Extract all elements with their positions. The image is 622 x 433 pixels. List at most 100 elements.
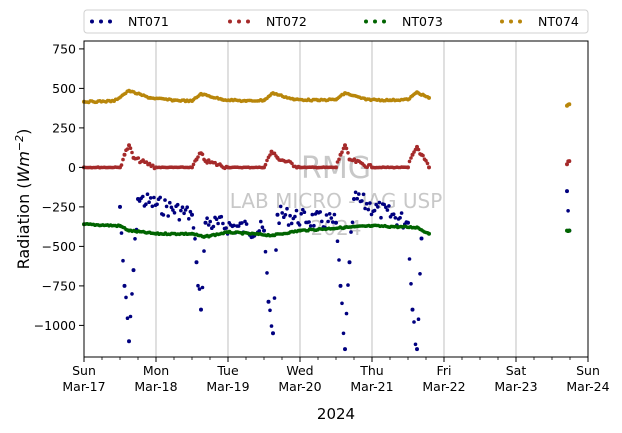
data-point xyxy=(343,143,347,148)
data-point xyxy=(127,339,131,344)
data-point xyxy=(257,229,262,233)
data-point xyxy=(369,212,374,217)
data-point xyxy=(352,197,356,201)
data-point xyxy=(297,223,302,227)
data-point xyxy=(263,249,268,254)
data-point xyxy=(216,221,220,226)
data-point xyxy=(180,205,185,209)
data-point xyxy=(168,200,172,205)
data-point xyxy=(208,219,212,224)
data-point xyxy=(416,147,421,152)
data-point xyxy=(128,146,133,150)
data-point xyxy=(128,314,133,319)
legend-marker xyxy=(509,19,513,24)
y-tick-label: 250 xyxy=(52,120,76,135)
x-tick-day: Tue xyxy=(216,363,239,378)
legend-marker xyxy=(90,19,94,24)
series-NT072 xyxy=(82,143,572,171)
data-point xyxy=(288,213,292,218)
legend-marker xyxy=(237,19,241,24)
data-point xyxy=(272,151,277,156)
data-point xyxy=(187,217,191,221)
data-point xyxy=(166,214,170,218)
data-point xyxy=(320,219,324,224)
data-point xyxy=(119,163,124,167)
data-point xyxy=(379,215,383,220)
x-tick-day: Thu xyxy=(359,363,383,378)
data-point xyxy=(335,239,340,243)
legend-label: NT074 xyxy=(538,14,579,29)
legend-box xyxy=(83,9,589,34)
data-points xyxy=(82,88,572,352)
y-tick-label: 500 xyxy=(52,81,76,96)
legend-label: NT072 xyxy=(266,14,307,29)
data-point xyxy=(243,219,247,224)
data-point xyxy=(182,211,186,216)
data-point xyxy=(151,163,155,168)
data-point xyxy=(329,216,334,220)
y-tick-label: −1000 xyxy=(34,318,76,333)
legend-item-NT072: NT072 xyxy=(228,14,307,29)
data-point xyxy=(308,224,313,228)
x-tick-day: Mon xyxy=(143,363,169,378)
data-point xyxy=(200,285,205,290)
data-point xyxy=(294,208,299,213)
data-point xyxy=(265,271,269,275)
data-point xyxy=(171,208,175,212)
data-point xyxy=(277,221,281,225)
data-point xyxy=(331,220,335,224)
data-point xyxy=(263,162,268,167)
data-point xyxy=(118,204,122,209)
data-point xyxy=(567,228,572,233)
series-NT074 xyxy=(82,88,572,108)
data-point xyxy=(346,283,350,287)
data-point xyxy=(427,231,431,236)
data-point xyxy=(274,248,278,252)
data-point xyxy=(219,214,224,219)
data-point xyxy=(202,249,206,253)
x-grid xyxy=(155,41,517,357)
data-point xyxy=(340,301,344,306)
data-point xyxy=(185,205,189,209)
data-point xyxy=(344,146,349,151)
data-point xyxy=(236,224,241,228)
data-point xyxy=(353,190,358,195)
data-point xyxy=(337,157,341,162)
data-point xyxy=(136,156,141,160)
data-point xyxy=(269,324,274,328)
legend-marker xyxy=(108,19,112,24)
data-point xyxy=(290,161,294,166)
data-point xyxy=(133,237,137,241)
data-point xyxy=(127,143,131,148)
data-point xyxy=(183,208,188,212)
data-point xyxy=(285,206,289,211)
data-point xyxy=(355,196,360,201)
data-point xyxy=(376,205,380,209)
data-point xyxy=(163,198,167,202)
legend-label: NT073 xyxy=(402,14,443,29)
data-point xyxy=(385,208,390,212)
data-point xyxy=(302,210,307,214)
data-point xyxy=(341,146,346,151)
data-point xyxy=(326,219,330,224)
data-point xyxy=(360,199,364,203)
legend-marker xyxy=(364,19,368,24)
legend-item-NT073: NT073 xyxy=(364,14,443,29)
data-point xyxy=(406,220,410,225)
data-point xyxy=(327,212,332,216)
data-point xyxy=(122,283,127,288)
data-point xyxy=(366,207,371,212)
data-point xyxy=(188,209,193,214)
data-point xyxy=(262,228,266,233)
data-point xyxy=(293,214,297,219)
data-point xyxy=(377,200,382,205)
data-point xyxy=(567,102,572,107)
y-tick-label: 750 xyxy=(52,41,76,56)
data-point xyxy=(332,212,337,217)
data-point xyxy=(406,165,410,170)
data-point xyxy=(310,212,315,217)
data-point xyxy=(424,158,428,163)
y-tick-label: −250 xyxy=(42,199,76,214)
data-point xyxy=(398,216,402,220)
x-tick-day: Sun xyxy=(72,363,96,378)
